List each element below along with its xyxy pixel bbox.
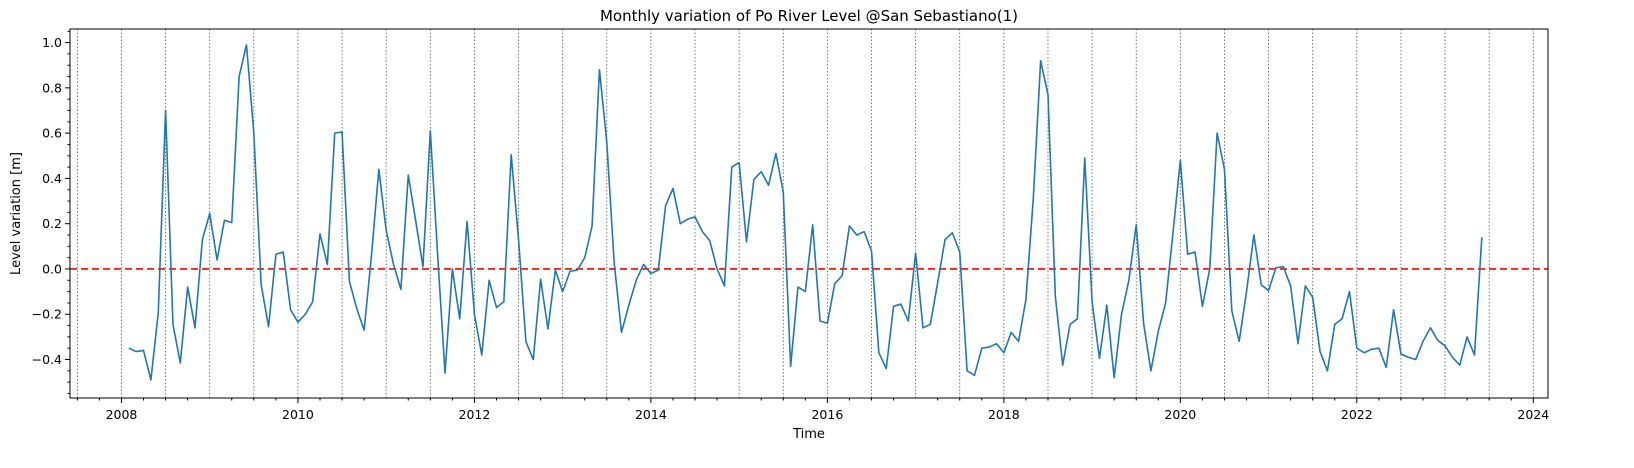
axis-ticks: 2008 2010 2012 2014 2016 2018 2020 2022 2024 −0.4… <box>32 30 1549 422</box>
y-tick-label: 0.4 <box>42 171 62 186</box>
x-tick-label: 2012 <box>459 407 491 422</box>
y-tick-label: 0.6 <box>42 126 62 141</box>
x-tick-label: 2024 <box>1517 407 1549 422</box>
y-tick-label: 0.0 <box>42 261 62 276</box>
x-tick-label: 2008 <box>106 407 138 422</box>
y-tick-label: −0.2 <box>32 307 62 322</box>
y-tick-label: −0.4 <box>32 352 62 367</box>
series-line <box>128 44 1483 381</box>
x-tick-label: 2020 <box>1164 407 1196 422</box>
y-axis-label: Level variation [m] <box>9 152 24 275</box>
x-tick-label: 2014 <box>635 407 667 422</box>
chart-title: Monthly variation of Po River Level @San… <box>600 7 1018 25</box>
x-tick-label: 2022 <box>1341 407 1373 422</box>
y-tick-label: 0.2 <box>42 216 62 231</box>
plot-frame <box>69 28 1549 399</box>
grid-lines <box>76 29 1534 398</box>
x-axis-label: Time <box>792 427 825 442</box>
x-tick-label: 2010 <box>282 407 314 422</box>
y-tick-label: 0.8 <box>42 80 62 95</box>
x-tick-label: 2016 <box>811 407 843 422</box>
y-tick-label: 1.0 <box>42 35 62 50</box>
x-tick-label: 2018 <box>988 407 1020 422</box>
